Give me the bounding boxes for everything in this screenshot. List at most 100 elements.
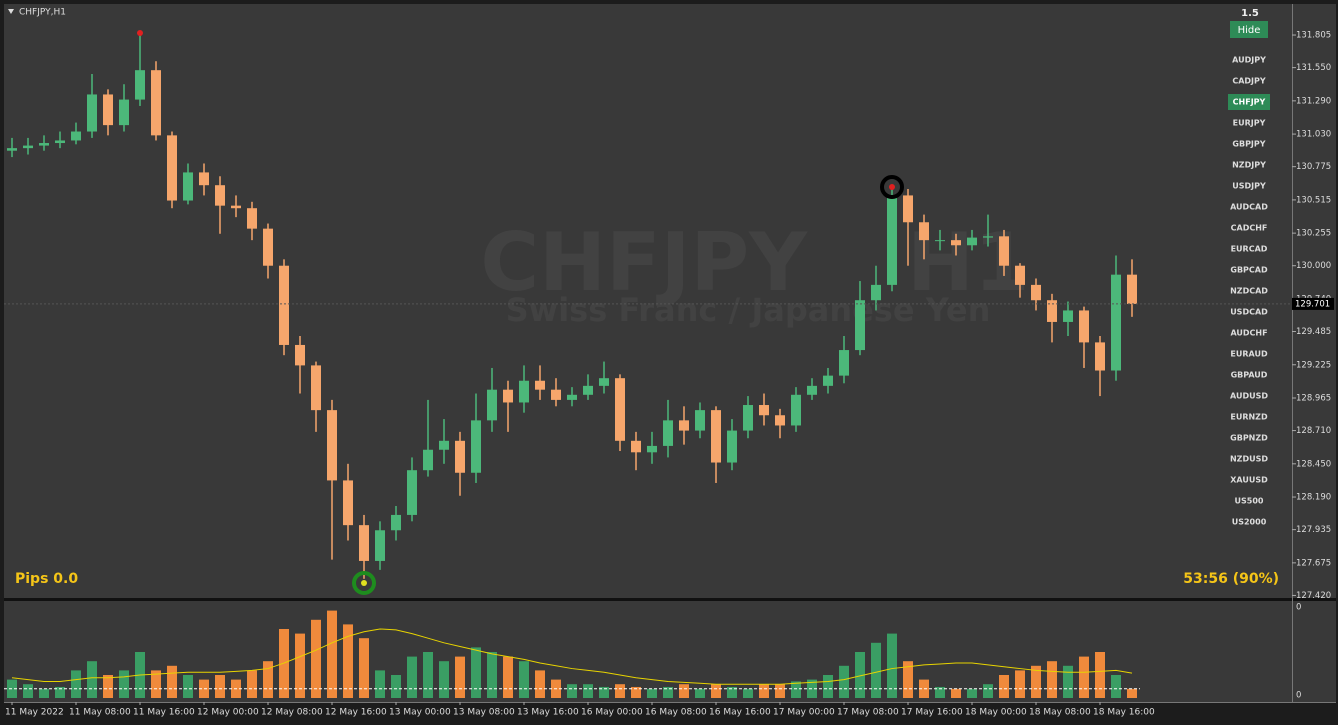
symbol-button[interactable]: NZDUSD <box>1230 455 1268 464</box>
plot: 131.805 131.550 131.290 131.030 130.775 130.5… <box>4 31 1334 718</box>
volume-bar <box>1015 670 1025 698</box>
symbol-button[interactable]: EURAUD <box>1230 350 1268 359</box>
symbol-button[interactable]: NZDCAD <box>1230 287 1268 296</box>
candle-body <box>407 470 417 515</box>
y-tick-label: 130.000 <box>1296 261 1331 271</box>
candle-body <box>1111 274 1121 371</box>
x-tick-label: 18 May 16:00 <box>1093 708 1155 718</box>
y-tick-label: 131.030 <box>1296 130 1331 140</box>
candle-body <box>727 430 737 463</box>
symbol-button[interactable]: XAUUSD <box>1230 476 1268 485</box>
y-tick-label: 128.190 <box>1296 493 1331 503</box>
symbol-button[interactable]: AUDCAD <box>1230 203 1268 212</box>
symbol-button[interactable]: GBPNZD <box>1230 434 1268 443</box>
candle-body <box>1127 274 1137 304</box>
candle-body <box>167 135 177 201</box>
candle-body <box>295 344 305 366</box>
candle-body <box>887 195 897 285</box>
volume-bar <box>391 675 401 698</box>
hide-button-label[interactable]: Hide <box>1238 25 1261 36</box>
candle-body <box>503 389 513 403</box>
candle-body <box>311 365 321 411</box>
y-tick-label: 130.515 <box>1296 195 1331 205</box>
candle-body <box>615 378 625 441</box>
candle-body <box>983 236 993 238</box>
volume-bar <box>407 656 417 698</box>
volume-bar <box>439 661 449 698</box>
symbol-button-active[interactable] <box>1228 94 1270 110</box>
volume-bar <box>423 652 433 698</box>
symbol-button[interactable]: AUDUSD <box>1230 392 1268 401</box>
y-tick-label: 129.225 <box>1296 360 1331 370</box>
volume-bar <box>711 684 721 698</box>
symbol-button[interactable]: CHFJPY <box>1233 98 1266 107</box>
x-tick-label: 13 May 08:00 <box>453 708 515 718</box>
symbol-button[interactable]: GBPAUD <box>1231 371 1268 380</box>
hide-button[interactable] <box>1230 21 1268 38</box>
symbol-button[interactable]: EURCAD <box>1231 245 1268 254</box>
y-tick-label: 130.255 <box>1296 229 1331 239</box>
candle-body <box>759 405 769 416</box>
symbol-button[interactable]: USDCAD <box>1230 308 1268 317</box>
candle-body <box>23 145 33 149</box>
candle-body <box>135 70 145 100</box>
candle-body <box>343 480 353 526</box>
volume-bar <box>343 624 353 698</box>
x-tick-label: 17 May 16:00 <box>901 708 963 718</box>
candle-body <box>279 265 289 345</box>
candle-body <box>631 440 641 453</box>
volume-bar <box>999 675 1009 698</box>
symbol-button[interactable]: CADCHF <box>1231 224 1268 233</box>
volume-bar <box>263 661 273 698</box>
y-tick-label: 127.935 <box>1296 525 1331 535</box>
volume-bar <box>359 638 369 698</box>
volume-bar <box>775 684 785 698</box>
candle-body <box>839 350 849 376</box>
symbol-button[interactable]: US2000 <box>1232 518 1267 527</box>
volume-bar <box>679 684 689 698</box>
volume-bar <box>983 684 993 698</box>
menu-arrow[interactable] <box>8 9 14 14</box>
volume-bar <box>695 688 705 698</box>
volume-bar <box>791 681 801 698</box>
candle-body <box>663 420 673 446</box>
timer-label: 53:56 (90%) <box>1183 571 1279 587</box>
candle-body <box>711 410 721 463</box>
candle-body <box>87 94 97 132</box>
volume-bar <box>471 647 481 698</box>
signal-dot <box>137 30 143 36</box>
candle-body <box>103 94 113 126</box>
watermark-description: Swiss Franc / Japanese Yen <box>506 291 991 329</box>
symbol-button[interactable]: USDJPY <box>1232 182 1266 191</box>
pips-label: Pips 0.0 <box>15 571 78 587</box>
symbol-button[interactable]: GBPCAD <box>1230 266 1268 275</box>
symbol-button[interactable]: EURJPY <box>1233 119 1266 128</box>
candle-body <box>1031 284 1041 301</box>
x-tick-label: 13 May 16:00 <box>517 708 579 718</box>
symbol-button[interactable]: GBPJPY <box>1232 140 1265 149</box>
candle-body <box>967 237 977 246</box>
volume-bar <box>743 688 753 698</box>
candle-body <box>183 172 193 201</box>
symbol-button[interactable]: AUDJPY <box>1232 56 1266 65</box>
candle-body <box>439 440 449 450</box>
x-tick-label: 16 May 00:00 <box>581 708 643 718</box>
symbol-button[interactable]: AUDCHF <box>1230 329 1267 338</box>
volume-bar <box>1127 688 1137 698</box>
symbol-button[interactable]: EURNZD <box>1230 413 1268 422</box>
symbol-button[interactable]: CADJPY <box>1232 77 1266 86</box>
candle-body <box>39 143 49 146</box>
volume-bar <box>487 652 497 698</box>
x-tick-label: 12 May 00:00 <box>197 708 259 718</box>
volume-bar <box>1047 661 1057 698</box>
symbol-button[interactable]: NZDJPY <box>1232 161 1266 170</box>
volume-bar <box>311 619 321 698</box>
volume-ma <box>11 628 1133 685</box>
candle-body <box>151 70 161 136</box>
candle-body <box>919 222 929 241</box>
x-tick-label: 12 May 08:00 <box>261 708 323 718</box>
symbol-button[interactable]: US500 <box>1235 497 1264 506</box>
candle-body <box>935 240 945 242</box>
y-tick-label: 131.550 <box>1296 63 1331 73</box>
